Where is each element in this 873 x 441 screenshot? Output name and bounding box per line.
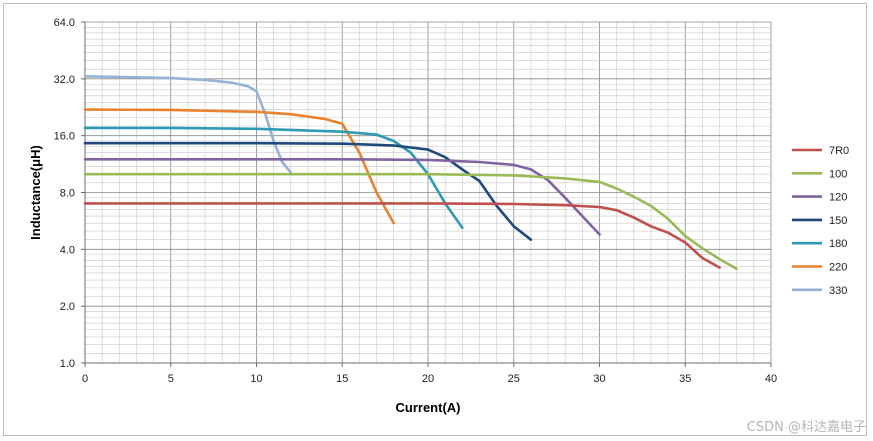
chart-border [3, 3, 867, 436]
x-axis-title: Current(A) [396, 400, 461, 415]
y-tick-label: 1.0 [60, 358, 75, 370]
y-tick-label: 4.0 [60, 244, 75, 256]
x-tick-label: 15 [336, 373, 348, 385]
watermark: CSDN @科达嘉电子 [747, 420, 866, 435]
series-line-330 [83, 75, 293, 174]
y-tick-label: 32.0 [54, 74, 75, 86]
legend-label-220: 220 [829, 262, 847, 274]
series-line-220 [83, 108, 395, 225]
series-line-180 [83, 126, 464, 230]
x-tick-label: 40 [765, 373, 777, 385]
y-tick-label: 8.0 [60, 188, 75, 200]
x-tick-label: 0 [82, 373, 88, 385]
x-tick-label: 5 [168, 373, 174, 385]
legend-label-120: 120 [829, 192, 847, 204]
y-tick-label: 2.0 [60, 301, 75, 313]
series-line-150 [83, 141, 533, 241]
legend: 7R0 100 120 150 180 220 330 [792, 145, 849, 297]
series-line-7R0 [83, 202, 721, 269]
legend-label-330: 330 [829, 285, 847, 297]
series-line-120 [83, 158, 601, 236]
legend-label-150: 150 [829, 215, 847, 227]
legend-label-7R0: 7R0 [829, 145, 849, 157]
y-tick-label: 16.0 [54, 131, 75, 143]
x-tick-label: 10 [250, 373, 262, 385]
x-tick-label: 20 [422, 373, 434, 385]
legend-label-180: 180 [829, 238, 847, 250]
tick-labels: 0 5 10 15 20 25 30 35 40 1.0 2.0 4.0 8.0 16.0 32.0 64.0 [54, 17, 778, 385]
y-tick-label: 64.0 [54, 17, 75, 29]
x-tick-label: 25 [508, 373, 520, 385]
legend-label-100: 100 [829, 168, 847, 180]
series-lines [83, 75, 738, 271]
gridlines [84, 21, 772, 364]
x-tick-label: 35 [679, 373, 691, 385]
y-axis-title: Inductance(μH) [28, 145, 43, 240]
series-line-100 [83, 172, 738, 271]
x-tick-label: 30 [593, 373, 605, 385]
